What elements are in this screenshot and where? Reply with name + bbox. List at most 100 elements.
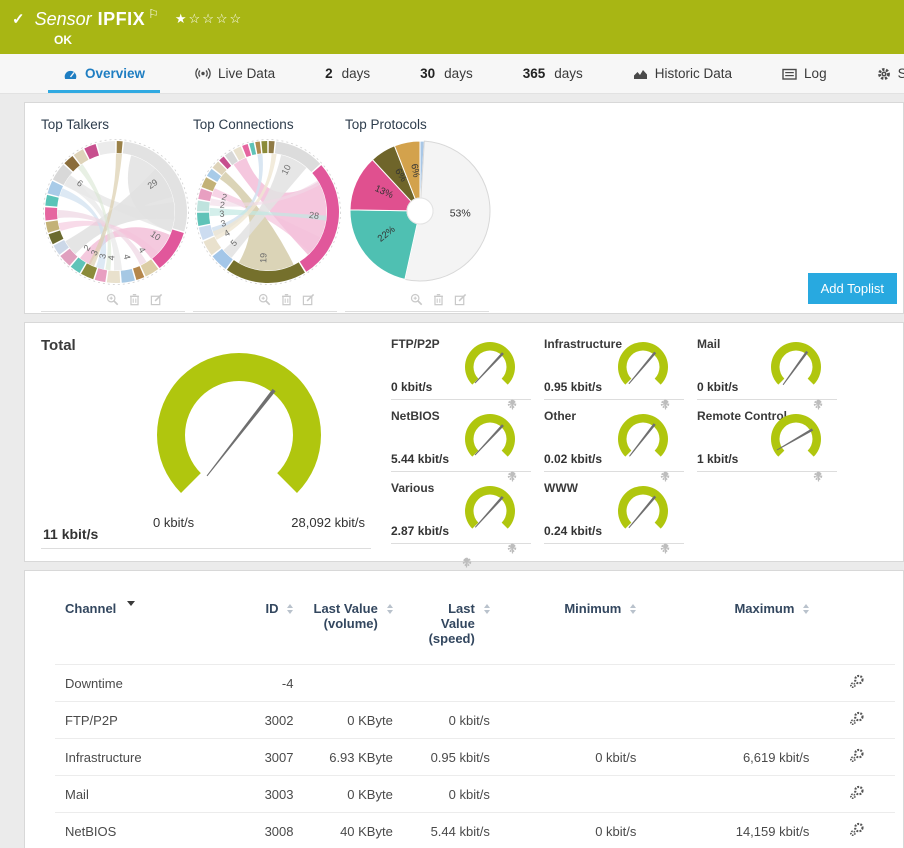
favorite-rating[interactable]: ★☆☆☆☆ [174,10,244,26]
column-header-last-value-volume[interactable]: Last Value (volume) [303,595,402,665]
gauge-channel-value: 0.02 kbit/s [544,452,603,466]
gauge-channel-label: Various [391,481,435,495]
gauge-channel-value: 0 kbit/s [697,380,739,394]
minimum-value [499,664,647,702]
channel-name: Downtime [55,664,235,702]
netbios-gauge-chart [465,414,515,457]
svg-text:2: 2 [219,200,225,210]
gauge-netbios: NetBIOS 5.44 kbit/s [391,409,531,482]
tab-label: Historic Data [654,66,733,81]
gauge-channel-label: Remote Control [697,409,787,423]
last-value-speed: 0 kbit/s [402,701,500,739]
channel-settings-icon[interactable] [849,822,865,840]
table-row-netbios[interactable]: NetBIOS 3008 40 KByte 5.44 kbit/s 0 kbit/s 14… [55,812,895,848]
zoom-icon[interactable] [258,293,271,306]
historic-icon [633,68,648,80]
tab-live-data[interactable]: Live Data [170,54,300,93]
total-label: Total [41,337,76,354]
add-toplist-button[interactable]: Add Toplist [807,273,897,304]
gauges-panel: Total 0 kbit/s 28,092 kbit/s 11 kbit/s F… [24,322,904,568]
column-header-last-value-speed[interactable]: Last Value (speed) [403,595,500,665]
svg-text:3: 3 [97,253,108,260]
infrastructure-gauge-chart [618,342,668,385]
tab-overview[interactable]: Overview [38,54,170,93]
gauge-ftp-p2p: FTP/P2P 0 kbit/s [391,337,531,410]
edit-icon[interactable] [150,293,163,306]
other-gauge-chart [618,414,668,457]
column-header-id[interactable]: ID [235,595,304,665]
delete-icon[interactable] [128,293,141,306]
channel-settings-cell [819,812,895,848]
gauge-remote-control: Remote Control 1 kbit/s [697,409,837,482]
tab-30-days[interactable]: 30 days [395,54,498,93]
live-icon [195,67,211,80]
column-header-channel[interactable]: Channel [55,595,235,665]
table-row-infrastructure[interactable]: Infrastructure 3007 6.93 KByte 0.95 kbit/s 0… [55,738,895,776]
gauge-channel-value: 2.87 kbit/s [391,524,450,538]
table-row-ftp-p2p[interactable]: FTP/P2P 3002 0 KByte 0 kbit/s [55,701,895,739]
last-value-speed: 0.95 kbit/s [402,738,500,776]
gauge-channel-label: Other [544,409,577,423]
toplist-card-top-protocols: Top Protocols 53% 22% 13% 6% 6% [345,117,497,312]
channel-settings-icon[interactable] [849,711,865,729]
sort-icon [483,601,490,614]
minimum-value [499,701,647,739]
tab-365-days[interactable]: 365 days [498,54,608,93]
channel-id: 3002 [234,701,304,739]
last-value-volume [303,664,403,702]
tab-2-days[interactable]: 2 days [300,54,395,93]
zoom-icon[interactable] [106,293,119,306]
channel-settings-cell [819,775,895,813]
channel-settings-icon[interactable] [849,748,865,766]
sensor-type-label: Sensor [34,9,92,29]
svg-text:4: 4 [106,255,116,260]
channel-name: FTP/P2P [55,701,235,739]
delete-icon[interactable] [432,293,445,306]
gauge-max-label: 28,092 kbit/s [291,515,365,530]
gauge-channel-label: Mail [697,337,721,351]
gauge-other: Other 0.02 kbit/s [544,409,684,482]
gauge-channel-label: FTP/P2P [391,337,440,351]
gauge-total: Total 0 kbit/s 28,092 kbit/s 11 kbit/s [41,337,472,568]
column-header-maximum[interactable]: Maximum [646,595,819,665]
total-value: 11 kbit/s [43,526,99,542]
edit-icon[interactable] [302,293,315,306]
sort-icon [287,601,294,614]
gauge-channel-label: Infrastructure [544,337,623,351]
column-header-minimum[interactable]: Minimum [500,595,647,665]
maximum-value [646,701,820,739]
last-value-speed [402,664,500,702]
last-value-volume: 6.93 KByte [303,738,403,776]
gauge-channel-value: 0 kbit/s [391,380,433,394]
ftp-p2p-gauge-chart [465,342,515,385]
gauge-infrastructure: Infrastructure 0.95 kbit/s [544,337,684,410]
channel-settings-icon[interactable] [849,674,865,692]
tab-log[interactable]: Log [757,54,852,93]
gauge-icon [63,67,78,80]
edit-icon[interactable] [454,293,467,306]
gauge-channel-value: 5.44 kbit/s [391,452,450,466]
tab-label: Overview [85,66,146,81]
table-row-downtime[interactable]: Downtime -4 [55,664,895,702]
maximum-value: 14,159 kbit/s [646,812,820,848]
zoom-icon[interactable] [410,293,423,306]
table-row-mail[interactable]: Mail 3003 0 KByte 0 kbit/s [55,775,895,813]
status-check-icon: ✓ [12,10,25,28]
priority-flag-icon[interactable]: ⚐ [148,7,159,21]
maximum-value [646,664,820,702]
tab-label: Settings [898,66,904,81]
gauge-channel-label: NetBIOS [391,409,440,423]
top-protocols-chart[interactable]: 53%22%13%6% 6% [345,138,493,285]
various-gauge-chart [465,486,515,529]
mail-gauge-chart [771,342,821,386]
column-header-settings [819,595,895,665]
tab-historic-data[interactable]: Historic Data [608,54,757,93]
column-label: Last Value (speed) [428,601,475,646]
svg-text:5: 5 [229,238,240,249]
sort-desc-icon [127,601,136,606]
channel-settings-icon[interactable] [849,785,865,803]
tab-settings[interactable]: Settings [852,54,904,93]
delete-icon[interactable] [280,293,293,306]
